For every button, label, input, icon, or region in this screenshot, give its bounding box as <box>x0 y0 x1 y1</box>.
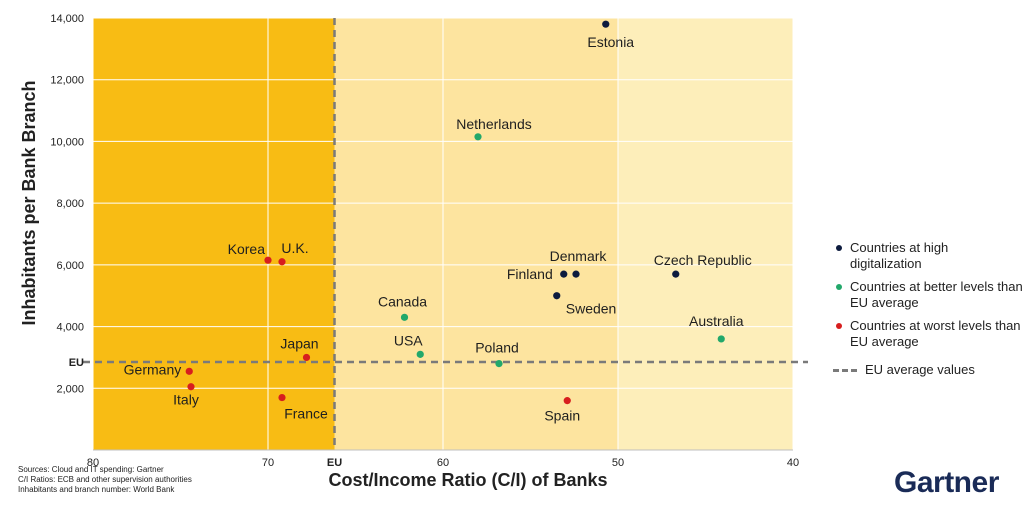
series-better-than-eu: Netherlands Canada USA Poland Australia <box>378 116 744 368</box>
series-high-digitalization: Estonia Denmark Finland Sweden Czech Republi… <box>507 20 752 317</box>
point-finland <box>560 270 568 278</box>
data-label-japan: Japan <box>280 335 318 351</box>
x-tick-label: 80 <box>87 457 99 469</box>
data-label-poland: Poland <box>475 340 519 356</box>
data-label-usa: USA <box>394 332 423 348</box>
x-tick-label: 70 <box>262 457 274 469</box>
sources-line-inhabitants: Inhabitants and branch number: World Ban… <box>18 485 175 494</box>
x-tick-label-eu: EU <box>327 457 342 469</box>
point-denmark <box>572 270 580 278</box>
point-korea <box>264 256 272 264</box>
data-label-finland: Finland <box>507 266 553 282</box>
data-label-sweden: Sweden <box>566 301 617 317</box>
y-axis-title: Inhabitants per Bank Branch <box>19 80 39 325</box>
data-label-spain: Spain <box>544 408 580 424</box>
point-spain <box>563 397 571 405</box>
point-japan <box>302 353 311 362</box>
legend-label-eu-average: EU average values <box>865 362 975 377</box>
y-tick-label: 2,000 <box>56 383 84 395</box>
point-france <box>278 393 286 402</box>
data-label-korea: Korea <box>228 241 266 257</box>
legend-item-worse-than-eu: Countries at worst levels than EU averag… <box>833 318 1023 350</box>
x-tick-label: 40 <box>787 457 799 469</box>
y-tick-label: 6,000 <box>56 260 84 272</box>
gridlines <box>92 17 794 450</box>
better-region-light-background <box>618 18 793 450</box>
data-label-estonia: Estonia <box>587 34 634 50</box>
x-tick-labels: 80 70 EU 60 50 40 <box>87 457 799 469</box>
legend-marker-high-digitalization <box>836 245 842 251</box>
x-tick-label: 50 <box>612 457 624 469</box>
point-germany <box>185 367 193 375</box>
legend-item-better-than-eu: Countries at better levels than EU avera… <box>833 279 1023 311</box>
legend: Countries at high digitalization Countri… <box>833 240 1023 385</box>
data-label-canada: Canada <box>378 293 427 309</box>
data-label-czech-republic: Czech Republic <box>654 252 752 268</box>
data-label-u-k: U.K. <box>281 240 308 256</box>
x-tick-label: 60 <box>437 457 449 469</box>
y-tick-labels: 2,000 4,000 6,000 8,000 10,000 12,000 14,000 EU <box>50 13 84 395</box>
y-tick-label: 12,000 <box>50 75 84 87</box>
point-usa <box>416 350 424 358</box>
point-canada <box>400 313 409 321</box>
point-czech-republic <box>672 270 680 278</box>
point-poland <box>495 360 503 368</box>
data-label-germany: Germany <box>124 361 182 377</box>
data-label-australia: Australia <box>689 313 744 329</box>
worse-region-background <box>93 18 335 450</box>
legend-label-worse-than-eu: Countries at worst levels than EU averag… <box>850 318 1021 349</box>
point-italy <box>187 383 195 391</box>
legend-item-high-digitalization: Countries at high digitalization <box>833 240 1023 272</box>
y-tick-label: 10,000 <box>50 136 84 148</box>
sources-note: Sources: Cloud and IT spending: Gartner … <box>18 465 192 495</box>
legend-marker-eu-average <box>833 369 857 372</box>
y-tick-label: 14,000 <box>50 13 84 25</box>
data-label-netherlands: Netherlands <box>456 116 532 132</box>
legend-marker-worse-than-eu <box>836 323 842 329</box>
point-netherlands <box>474 133 482 141</box>
legend-item-eu-average: EU average values <box>833 362 1023 378</box>
data-label-denmark: Denmark <box>550 248 608 264</box>
y-tick-label: 4,000 <box>56 322 84 334</box>
x-axis-title: Cost/Income Ratio (C/I) of Banks <box>328 470 607 490</box>
data-label-france: France <box>284 406 328 422</box>
y-tick-label-eu: EU <box>69 357 84 369</box>
point-australia <box>717 335 725 343</box>
y-tick-label: 8,000 <box>56 198 84 210</box>
series-worse-than-eu: Korea U.K. Japan Germany Italy France Spain <box>124 240 580 424</box>
legend-marker-better-than-eu <box>836 284 842 290</box>
legend-label-better-than-eu: Countries at better levels than EU avera… <box>850 279 1023 310</box>
point-sweden <box>553 292 561 300</box>
legend-label-high-digitalization: Countries at high digitalization <box>850 240 949 271</box>
sources-line-ci: C/I Ratios: ECB and other supervision au… <box>18 475 192 484</box>
gartner-logo: Gartner <box>894 466 999 499</box>
point-u-k <box>278 258 286 266</box>
point-estonia <box>602 20 610 28</box>
sources-line-cloud: Sources: Cloud and IT spending: Gartner <box>18 465 164 474</box>
data-label-italy: Italy <box>173 392 199 408</box>
